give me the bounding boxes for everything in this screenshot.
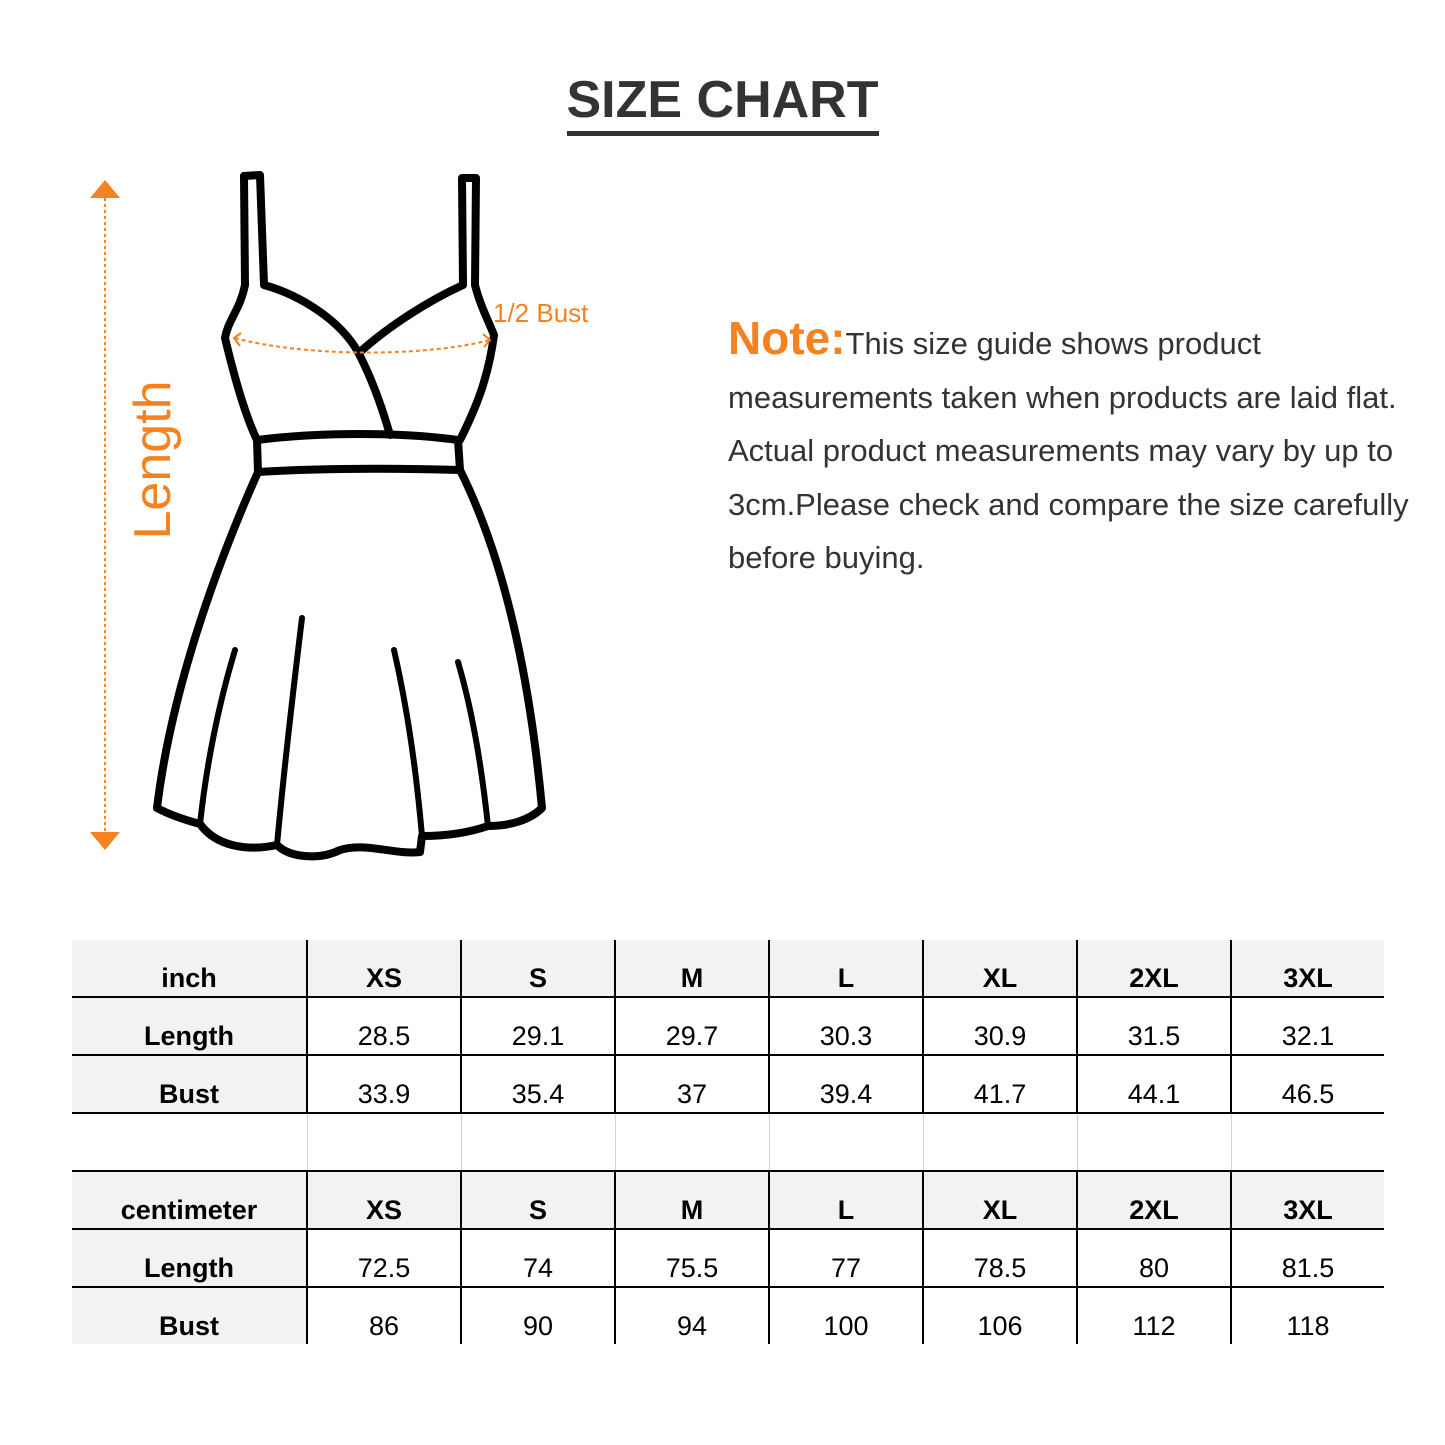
cell: 44.1: [1076, 1055, 1231, 1114]
cell: 118: [1230, 1287, 1384, 1344]
size-header: S: [460, 940, 615, 998]
cell: 39.4: [768, 1055, 923, 1114]
size-header: XS: [306, 940, 461, 998]
spacer-row: [72, 1113, 1384, 1172]
bust-arrow: [232, 332, 492, 354]
dress-outline: [153, 171, 546, 861]
inch-header-row: inch XS S M L XL 2XL 3XL: [72, 940, 1384, 998]
row-label: Bust: [72, 1055, 307, 1114]
size-header: M: [614, 940, 769, 998]
length-arrow: [90, 180, 120, 850]
cell: 100: [768, 1287, 923, 1344]
size-header: XL: [922, 940, 1077, 998]
cell: 29.1: [460, 997, 615, 1056]
cell: 30.9: [922, 997, 1077, 1056]
cell: 78.5: [922, 1229, 1077, 1288]
cell: 32.1: [1230, 997, 1384, 1056]
cell: 37: [614, 1055, 769, 1114]
dress-diagram: [90, 171, 546, 861]
row-label: Bust: [72, 1287, 307, 1344]
size-header: L: [768, 1171, 923, 1230]
size-header: M: [614, 1171, 769, 1230]
size-header: 2XL: [1076, 1171, 1231, 1230]
bust-label: 1/2 Bust: [493, 298, 589, 328]
note-text: This size guide shows product measuremen…: [728, 326, 1409, 575]
cell: 41.7: [922, 1055, 1077, 1114]
cell: 33.9: [306, 1055, 461, 1114]
cell: 81.5: [1230, 1229, 1384, 1288]
length-label: Length: [124, 380, 182, 540]
row-label: Length: [72, 1229, 307, 1288]
cell: 35.4: [460, 1055, 615, 1114]
title-text: SIZE CHART: [566, 71, 879, 136]
page-title: SIZE CHART: [0, 70, 1445, 136]
size-header: XL: [922, 1171, 1077, 1230]
note: Note:This size guide shows product measu…: [728, 312, 1428, 585]
size-header: S: [460, 1171, 615, 1230]
table-row: Length 28.5 29.1 29.7 30.3 30.9 31.5 32.…: [72, 997, 1384, 1056]
size-header: 3XL: [1230, 940, 1384, 998]
row-label: Length: [72, 997, 307, 1056]
unit-cell: centimeter: [72, 1171, 307, 1230]
cell: 75.5: [614, 1229, 769, 1288]
size-header: 3XL: [1230, 1171, 1384, 1230]
table-row: Bust 33.9 35.4 37 39.4 41.7 44.1 46.5: [72, 1055, 1384, 1114]
cell: 74: [460, 1229, 615, 1288]
cell: 31.5: [1076, 997, 1231, 1056]
size-header: L: [768, 940, 923, 998]
table-row: Length 72.5 74 75.5 77 78.5 80 81.5: [72, 1229, 1384, 1288]
cell: 72.5: [306, 1229, 461, 1288]
cm-header-row: centimeter XS S M L XL 2XL 3XL: [72, 1171, 1384, 1230]
cell: 90: [460, 1287, 615, 1344]
cell: 94: [614, 1287, 769, 1344]
note-label: Note:: [728, 312, 846, 364]
size-table: inch XS S M L XL 2XL 3XL Length 28.5 29.…: [72, 940, 1384, 1344]
cell: 30.3: [768, 997, 923, 1056]
cell: 28.5: [306, 997, 461, 1056]
cell: 46.5: [1230, 1055, 1384, 1114]
size-header: XS: [306, 1171, 461, 1230]
cell: 112: [1076, 1287, 1231, 1344]
cell: 80: [1076, 1229, 1231, 1288]
unit-cell: inch: [72, 940, 307, 998]
cell: 106: [922, 1287, 1077, 1344]
cell: 86: [306, 1287, 461, 1344]
cell: 29.7: [614, 997, 769, 1056]
table-row: Bust 86 90 94 100 106 112 118: [72, 1287, 1384, 1344]
cell: 77: [768, 1229, 923, 1288]
size-header: 2XL: [1076, 940, 1231, 998]
